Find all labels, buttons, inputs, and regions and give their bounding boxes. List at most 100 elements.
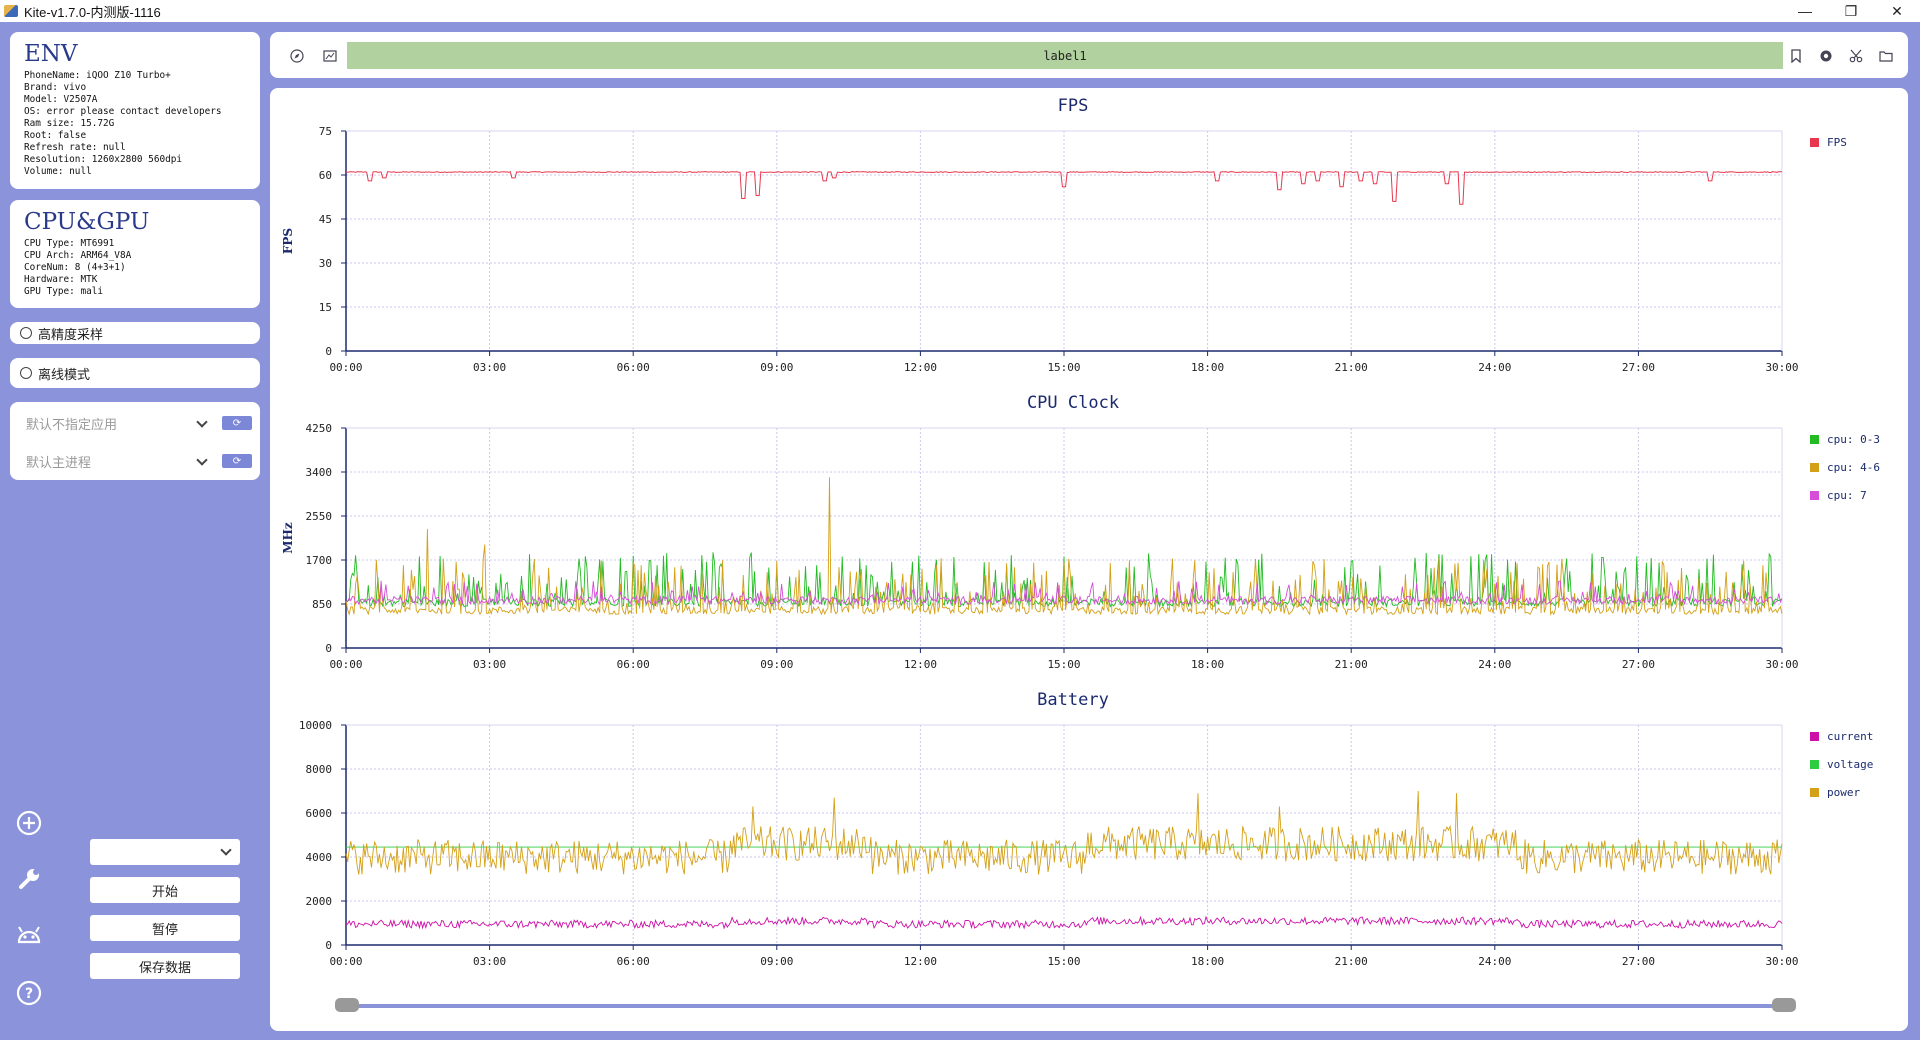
x-tick-label: 27:00 [1622,955,1655,968]
chart-panel: 0 15 30 45 60 75 00:00 03:00 06:00 09:00 12:00 15:0… [270,88,1908,1031]
process-refresh-button[interactable]: ⟳ [222,454,252,468]
app-select[interactable]: 默认不指定应用 [26,414,208,433]
chart-1: 0 850 1700 2550 3400 4250 00:00 03:00 06:00 09:00… [281,422,1880,671]
help-icon[interactable]: ? [14,978,44,1008]
hardware: Hardware: MTK [24,274,98,285]
y-tick-label: 45 [319,213,332,226]
x-tick-label: 15:00 [1047,361,1080,374]
x-tick-label: 06:00 [617,361,650,374]
app-refresh-button[interactable]: ⟳ [222,416,252,430]
control-panel: ? 开始 暂停 保存数据 [0,779,260,1040]
scissors-icon[interactable] [1848,48,1864,64]
y-tick-label: 0 [325,345,332,358]
legend-swatch [1810,732,1819,741]
x-tick-label: 27:00 [1622,658,1655,671]
legend-label: FPS [1827,136,1847,149]
core-num: CoreNum: 8 (4+3+1) [24,262,126,273]
offline-mode-label: 离线模式 [38,367,91,383]
env-root: Root: false [24,130,87,141]
y-tick-label: 2550 [306,510,333,523]
x-tick-label: 00:00 [329,658,362,671]
env-refresh-rate: Refresh rate: null [24,142,126,153]
process-select-value: 默认主进程 [26,456,92,471]
range-start-handle[interactable] [335,998,359,1012]
y-tick-label: 60 [319,169,332,182]
label-bar[interactable]: label1 [347,42,1783,69]
x-tick-label: 00:00 [329,955,362,968]
env-card: ENV PhoneName: iQOO Z10 Turbo+ Brand: vi… [10,32,260,189]
svg-text:?: ? [25,986,33,1002]
legend-swatch [1810,463,1819,472]
x-tick-label: 21:00 [1335,658,1368,671]
start-button[interactable]: 开始 [90,877,240,903]
compass-icon[interactable] [289,48,305,64]
x-tick-label: 18:00 [1191,361,1224,374]
close-button[interactable]: ✕ [1891,2,1903,19]
range-end-handle[interactable] [1772,998,1796,1012]
process-select[interactable]: 默认主进程 [26,452,208,471]
y-tick-label: 10000 [299,719,332,732]
folder-icon[interactable] [1878,48,1894,64]
x-tick-label: 09:00 [760,658,793,671]
y-axis-label: MHz [281,522,295,554]
x-tick-label: 00:00 [329,361,362,374]
env-phone-name: PhoneName: iQOO Z10 Turbo+ [24,70,171,81]
series-line-power [345,790,1783,875]
x-tick-label: 03:00 [473,658,506,671]
minimize-button[interactable]: — [1798,3,1812,19]
image-icon[interactable] [322,48,338,64]
legend-swatch [1810,138,1819,147]
chevron-down-icon [196,453,208,466]
time-range-slider[interactable] [338,1004,1794,1008]
cpu-gpu-card: CPU&GPU CPU Type: MT6991 CPU Arch: ARM64… [10,200,260,308]
legend-swatch [1810,788,1819,797]
x-tick-label: 21:00 [1335,361,1368,374]
x-tick-label: 03:00 [473,955,506,968]
cpu-clock-chart-title: CPU Clock [1026,393,1120,413]
x-tick-label: 27:00 [1622,361,1655,374]
y-tick-label: 1700 [306,554,333,567]
x-tick-label: 12:00 [904,955,937,968]
series-line-cpu-0-3 [345,552,1783,609]
y-tick-label: 75 [319,125,332,138]
legend-label: current [1827,730,1873,743]
add-circle-icon[interactable] [14,808,44,838]
charts-canvas: 0 15 30 45 60 75 00:00 03:00 06:00 09:00 12:00 15:0… [281,125,1880,968]
y-tick-label: 3400 [306,466,333,479]
wrench-icon[interactable] [14,864,44,894]
device-dropdown[interactable] [90,839,240,865]
series-line-current [345,915,1783,930]
x-tick-label: 09:00 [760,361,793,374]
legend-swatch [1810,491,1819,500]
x-tick-label: 24:00 [1478,361,1511,374]
legend-swatch [1810,435,1819,444]
env-title: ENV [24,41,78,67]
cpu-gpu-title: CPU&GPU [24,209,150,235]
gpu-type: GPU Type: mali [24,286,104,297]
pause-button[interactable]: 暂停 [90,915,240,941]
x-tick-label: 18:00 [1191,955,1224,968]
high-precision-option[interactable]: 高精度采样 [10,322,260,344]
x-tick-label: 18:00 [1191,658,1224,671]
save-data-button[interactable]: 保存数据 [90,953,240,979]
high-precision-radio[interactable] [20,327,32,339]
x-tick-label: 24:00 [1478,658,1511,671]
y-axis-label: FPS [281,228,295,254]
legend-label: cpu: 4-6 [1827,461,1880,474]
restore-button[interactable]: ❐ [1844,2,1858,19]
chevron-down-icon [220,844,232,856]
android-icon[interactable] [14,921,44,951]
x-tick-label: 12:00 [904,361,937,374]
cpu-type: CPU Type: MT6991 [24,238,115,249]
bookmark-icon[interactable] [1788,48,1804,64]
x-tick-label: 03:00 [473,361,506,374]
offline-mode-option[interactable]: 离线模式 [10,358,260,388]
camera-icon[interactable] [1818,48,1834,64]
x-tick-label: 12:00 [904,658,937,671]
x-tick-label: 24:00 [1478,955,1511,968]
x-tick-label: 06:00 [617,955,650,968]
offline-mode-radio[interactable] [20,367,32,379]
env-lines: PhoneName: iQOO Z10 Turbo+ Brand: vivo M… [24,70,246,178]
y-tick-label: 4250 [306,422,333,435]
x-tick-label: 15:00 [1047,955,1080,968]
